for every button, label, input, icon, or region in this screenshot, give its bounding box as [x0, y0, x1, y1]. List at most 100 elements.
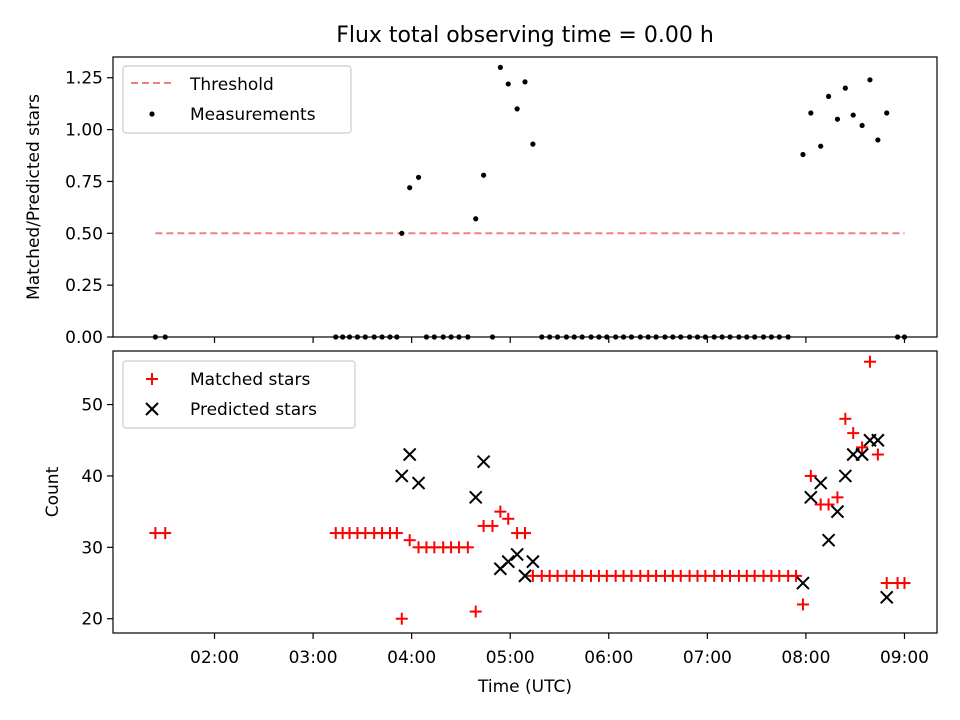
measurement-point [808, 110, 814, 116]
top-legend-box [122, 65, 352, 134]
top-panel-frame [112, 56, 938, 338]
matched-stars-point [839, 412, 852, 425]
predicted-stars-point [821, 533, 836, 547]
matched-stars-point [390, 527, 403, 540]
legend-threshold-label: Threshold [189, 75, 274, 95]
measurement-point [800, 151, 806, 158]
bottom-panel-ticks: 20 30 40 50 [81, 396, 113, 630]
predicted-stars-point-b [501, 554, 515, 569]
predicted-stars-point [804, 490, 818, 505]
matched-stars-point [486, 519, 499, 532]
y-tick-label: 1.25 [65, 69, 103, 89]
top-panel-ylabel: Matched/Predicted stars [24, 94, 44, 300]
y-tick-label: 20 [81, 610, 103, 630]
predicted-stars-point [871, 433, 885, 447]
measurement-point [850, 112, 856, 118]
y-tick-label: 1.00 [65, 121, 103, 141]
predicted-stars-point-b [838, 469, 853, 483]
measurement-point [407, 185, 413, 191]
measurement-point [842, 85, 848, 91]
predicted-stars-point-b [830, 504, 845, 519]
matched-stars-point [863, 355, 876, 368]
x-tick-label: 03:00 [289, 648, 338, 668]
measurement-point [522, 79, 528, 85]
measurement-point [415, 174, 422, 180]
y-tick-label: 30 [81, 538, 103, 558]
matched-stars-point [159, 527, 172, 540]
x-axis-label: Time (UTC) [477, 677, 572, 697]
predicted-stars-point [830, 504, 845, 519]
predicted-stars-point [411, 476, 426, 490]
predicted-stars-point [518, 569, 532, 583]
y-tick-label: 0.75 [65, 172, 103, 192]
predicted-stars-point [880, 590, 894, 605]
measurement-point [514, 106, 520, 112]
bottom-panel-marks [149, 355, 911, 625]
matched-stars-point [790, 569, 803, 582]
matched-stars-point [502, 512, 515, 525]
predicted-stars-point [476, 454, 491, 469]
legend-matched-swatch [146, 373, 158, 385]
measurement-point [867, 77, 873, 83]
bottom-legend: Matched stars Predicted stars [122, 360, 356, 429]
matched-stars-point [898, 577, 911, 590]
y-tick-label: 0.50 [65, 224, 103, 244]
top-panel-ticks: 0.00 0.25 0.50 0.75 1.00 1.25 [65, 69, 113, 348]
predicted-stars-point-b [526, 554, 540, 569]
matched-stars-point [519, 527, 531, 540]
predicted-stars-point [395, 469, 409, 483]
predicted-stars-point [402, 447, 417, 462]
predicted-stars-point [510, 547, 524, 562]
x-tick-label: 07:00 [683, 648, 732, 668]
predicted-stars-point [838, 469, 853, 483]
measurement-point [884, 110, 890, 116]
measurement-point [818, 143, 824, 149]
matched-stars-point [822, 498, 835, 511]
matched-stars-point [880, 577, 893, 590]
predicted-stars-point-b [518, 569, 532, 583]
measurement-point [859, 122, 865, 129]
predicted-stars-point [813, 476, 828, 490]
legend-measurements-swatch [149, 111, 155, 117]
predicted-stars-point-b [821, 533, 836, 547]
predicted-stars-point-b [804, 490, 818, 505]
predicted-stars-point-b [813, 476, 828, 490]
predicted-stars-point-b [871, 433, 885, 447]
predicted-stars-point-b [880, 590, 894, 605]
chart-title: Flux total observing time = 0.00 h [336, 23, 714, 48]
x-tick-label: 02:00 [190, 648, 239, 668]
predicted-stars-point [855, 447, 869, 462]
x-axis-ticks: 02:00 03:00 04:00 05:00 06:00 07:00 08:00 09:00 [190, 337, 929, 668]
predicted-stars-point-b [402, 447, 417, 462]
predicted-stars-point-b [411, 476, 426, 490]
matched-stars-point [461, 541, 474, 554]
measurement-point [825, 93, 832, 100]
legend-predicted-label: Predicted stars [190, 400, 317, 420]
legend-matched-label: Matched stars [190, 370, 310, 390]
matched-stars-point [395, 612, 408, 625]
y-tick-label: 0.00 [65, 328, 103, 348]
x-tick-label: 04:00 [387, 648, 436, 668]
matched-stars-point [796, 598, 809, 611]
bottom-panel-ylabel: Count [43, 466, 63, 517]
measurement-point [473, 216, 479, 222]
measurement-point [481, 172, 487, 178]
x-tick-label: 08:00 [781, 648, 830, 668]
matched-stars-point [403, 534, 416, 547]
bottom-legend-box [122, 360, 356, 429]
measurement-point [875, 137, 881, 143]
measurement-point [505, 81, 511, 87]
matched-stars-point [804, 469, 817, 482]
predicted-stars-point-b [476, 454, 491, 469]
predicted-stars-point [469, 490, 483, 505]
matched-stars-point [856, 441, 869, 454]
measurement-point [530, 141, 536, 147]
matched-stars-point [494, 505, 507, 518]
predicted-stars-point-b [510, 547, 524, 562]
predicted-stars-point-b [855, 447, 869, 462]
predicted-stars-point-b [469, 490, 483, 505]
x-tick-label: 05:00 [486, 648, 535, 668]
predicted-stars-point-b [796, 576, 810, 590]
x-tick-label: 09:00 [880, 648, 929, 668]
